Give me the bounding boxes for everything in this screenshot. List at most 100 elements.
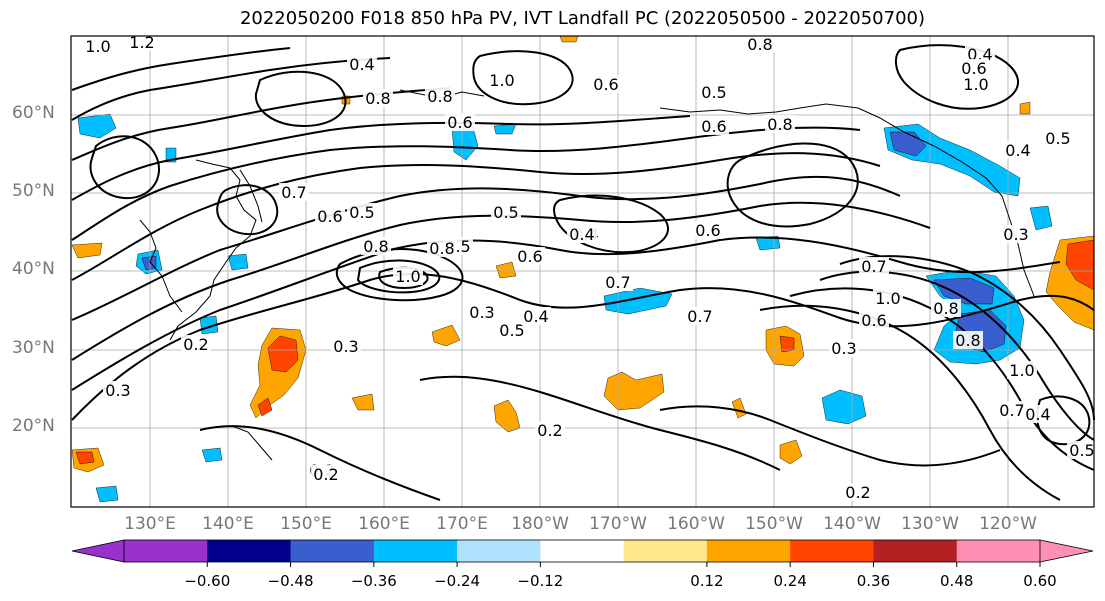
contour-label: 0.2 [845,483,870,502]
contour-label: 1.2 [129,33,154,52]
contour-label-bg [363,89,393,107]
contour-label: 0.8 [365,89,390,108]
contour-label-bg [997,401,1027,419]
contour-label: 1.0 [395,267,420,286]
ivt-contour-closed [216,184,279,236]
ivt-contour-closed [89,135,160,200]
contour-label: 1.0 [489,71,514,90]
colorbar [71,539,1094,567]
contour-label-bg [591,75,621,93]
contour-label-bg [83,37,113,55]
contour-label: 0.2 [313,465,338,484]
ivt-contour-closed [726,142,859,228]
contour-label-bg [693,221,723,239]
coastline-philippines [231,425,273,461]
contour-label: 0.5 [349,203,374,222]
ivt-contour [199,425,441,501]
ivt-contour-closed [894,44,1020,110]
pv-negative-region [227,253,249,271]
colorbar-tick-label: 0.60 [1023,572,1057,590]
colorbar-segment [790,540,874,562]
ivt-contour-closed [335,248,464,302]
longitude-label: 120°W [979,514,1037,534]
longitude-label: 150°E [280,514,332,534]
contour-labels: 1.0 1.20.40.81.00.80.6 0.50.60.80.40.61.00… [83,33,1097,502]
pv-negative-region [77,113,117,139]
colorbar-segment [290,540,375,562]
contour-label-bg [515,247,545,265]
colorbar-extend-max [1039,539,1094,563]
colorbar-segment [457,540,541,562]
contour-label-bg [699,117,729,135]
contour-label: 0.6 [317,207,342,226]
ivt-contour [71,47,291,91]
contour-label-bg [765,115,795,133]
colorbar-segment [124,540,208,562]
pv-positive-region [779,439,803,465]
contour-label: 0.3 [105,381,130,400]
contour-label-bg [103,381,133,399]
longitude-label: 160°W [667,514,725,534]
contour-label: 0.8 [427,87,452,106]
contour-label-bg [279,183,309,201]
contour-label: 0.8 [747,35,772,54]
map-title: 2022050200 F018 850 hPa PV, IVT Landfall… [239,8,926,29]
ivt-contour [71,57,391,121]
pv-negative-region [821,389,867,425]
colorbar-segment [373,540,458,562]
ivt-contour [71,236,1061,391]
colorbar-segment [540,540,625,562]
contour-label-bg [127,33,157,51]
map-frame [70,35,1095,508]
graticule [71,36,1094,507]
ivt-contours [71,44,1095,501]
contour-label-bg [745,35,775,53]
coastline-asia [169,159,257,341]
contour-label: 0.4 [569,225,594,244]
contour-label: 0.4 [349,55,374,74]
contour-label: 0.2 [537,421,562,440]
contour-label-bg [427,239,457,257]
latitude-label: 40°N [12,259,55,279]
contour-label: 0.6 [593,75,618,94]
contour-label-bg [347,55,377,73]
ivt-contour [419,375,781,471]
contour-label-bg [859,311,889,329]
longitude-label: 170°W [589,514,647,534]
colorbar-tick-label: −0.60 [184,572,231,590]
contour-label: 0.3 [333,337,358,356]
ivt-contour [839,255,1095,421]
pv-positive-region [351,393,375,411]
colorbar-segment [207,540,292,562]
contour-label-bg [1001,225,1031,243]
contour-label-bg [965,45,995,63]
longitude-label: 150°W [745,514,803,534]
pv-positive-region [431,324,461,347]
contour-label-bg [361,237,391,255]
contour-label-bg [1003,141,1033,159]
contour-label: 0.5 [1069,441,1094,460]
contour-label-bg [1067,441,1097,459]
pv-positive-region [603,371,665,411]
pv-anomaly-fills [71,35,1095,503]
ivt-contour [71,152,881,281]
ivt-contour-closed [254,70,347,128]
ivt-contour-closed [1036,395,1091,446]
colorbar-tick-label: −0.36 [350,572,397,590]
pv-positive-region [493,399,521,433]
contour-label: 1.0 [1009,361,1034,380]
contour-label-bg [491,203,521,221]
pv-negative-region [1029,205,1053,231]
ivt-contour [71,201,931,361]
contour-label-bg [859,257,889,275]
contour-label-bg [873,289,903,307]
contour-label-bg [959,59,989,77]
contour-label-bg [347,203,377,221]
pv-positive-region [731,397,747,419]
longitude-label: 170°E [436,514,488,534]
latitude-label: 50°N [12,181,55,201]
contour-label: 0.3 [831,339,856,358]
contour-label: 0.8 [933,299,958,318]
pv-negative-region [201,447,223,463]
contour-label-bg [829,339,859,357]
